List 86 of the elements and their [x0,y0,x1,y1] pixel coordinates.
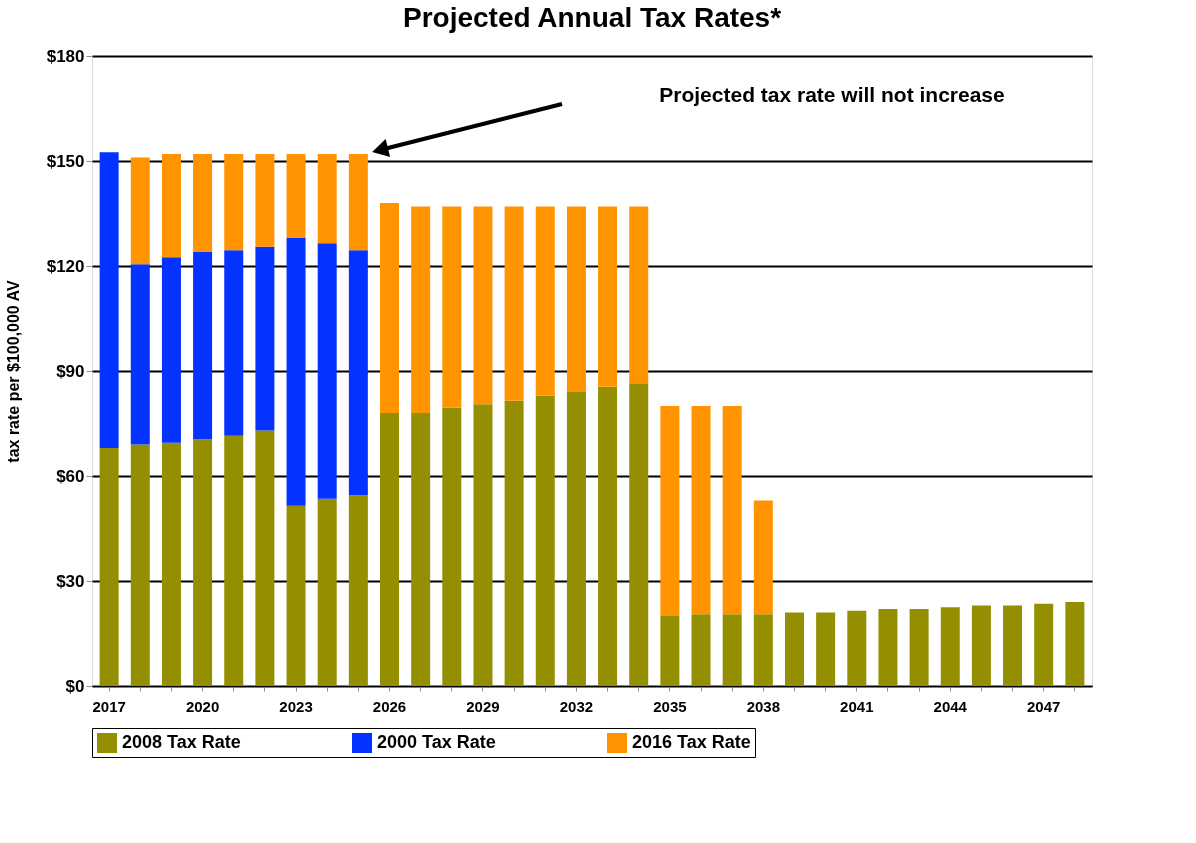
x-tick-label: 2044 [933,697,968,715]
bar [317,243,337,499]
bar [317,154,337,244]
bar [130,157,150,265]
y-tick-label: $150 [46,151,85,171]
bar [473,404,493,686]
bar [535,206,555,396]
bar [411,206,431,413]
y-tick-label: $90 [56,361,85,381]
bar [691,406,711,615]
bar [847,610,867,686]
y-tick-label: $30 [56,571,85,591]
bar [224,154,244,251]
bar [286,154,306,238]
bar [255,246,275,431]
y-tick-label: $180 [46,46,85,66]
x-tick-label: 2035 [653,697,687,715]
bar [504,400,524,686]
annotation: Projected tax rate will not increase [659,83,1005,106]
bar [255,154,275,247]
bar [99,448,119,686]
bar [224,250,244,436]
bar [784,612,804,686]
x-tick-label: 2029 [466,697,500,715]
bar [629,383,649,686]
chart-title: Projected Annual Tax Rates* [402,2,782,33]
bar [161,257,181,443]
bar [348,154,368,251]
bar [348,495,368,686]
legend-label: 2016 Tax Rate [632,732,751,752]
bar [442,206,462,408]
bar [566,206,586,392]
bar [753,500,773,615]
bar [722,406,742,615]
bar [99,152,119,448]
y-axis-title: tax rate per $100,000 AV [4,280,22,463]
bar [1034,603,1054,686]
bar [317,498,337,686]
x-tick-label: 2023 [279,697,313,715]
bar [909,609,929,686]
bar [255,430,275,686]
bar [598,386,618,686]
bar [691,614,711,686]
bar [816,612,836,686]
x-tick-label: 2047 [1027,697,1061,715]
bar [629,206,649,384]
x-tick-label: 2017 [92,697,126,715]
bar [224,435,244,686]
bar [1065,602,1085,686]
x-tick-label: 2038 [746,697,781,715]
x-tick-label: 2032 [559,697,594,715]
bar [566,392,586,686]
bar [161,154,181,258]
x-tick-label: 2026 [372,697,407,715]
y-tick-label: $120 [46,256,85,276]
y-tick-label: $0 [65,676,85,696]
bar [535,395,555,686]
bar [940,607,960,686]
bar [1003,605,1023,686]
bar [380,203,400,413]
bar [473,206,493,405]
bar [193,439,213,686]
bar [130,444,150,686]
y-tick-label: $60 [56,466,85,486]
bar [660,616,680,686]
bar [193,252,213,440]
bar [722,614,742,686]
legend-label: 2000 Tax Rate [377,732,496,752]
bar [598,206,618,387]
bar [504,206,524,401]
x-tick-label: 2020 [185,697,220,715]
bar [193,154,213,252]
bar [411,413,431,686]
bar [753,614,773,686]
bar [380,413,400,686]
bar [442,407,462,686]
bar [286,505,306,686]
bar [971,605,991,686]
bar [286,238,306,506]
bar [130,264,150,445]
legend-label: 2008 Tax Rate [122,732,241,752]
bar [660,406,680,616]
bar [348,250,368,496]
bar [878,609,898,686]
x-tick-label: 2041 [840,697,874,715]
bar [161,442,181,686]
